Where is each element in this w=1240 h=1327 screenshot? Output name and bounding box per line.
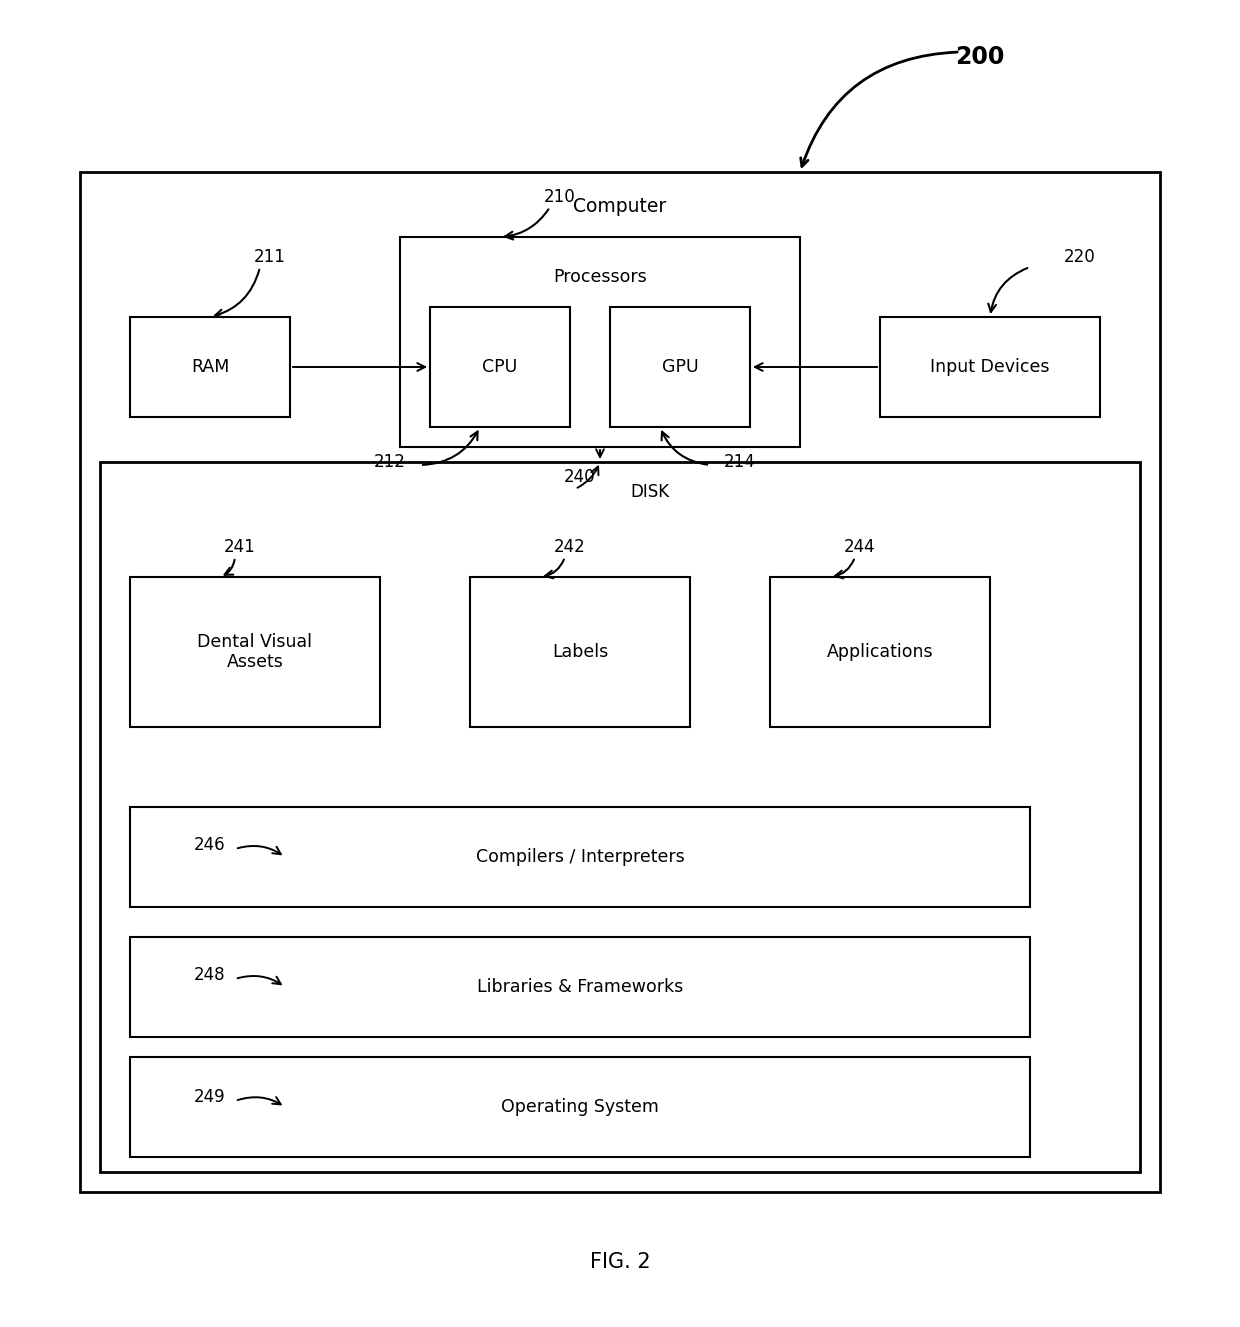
Text: Processors: Processors bbox=[553, 268, 647, 287]
Text: GPU: GPU bbox=[662, 358, 698, 376]
Text: 244: 244 bbox=[844, 537, 875, 556]
Bar bbox=[430, 307, 570, 427]
Bar bbox=[130, 317, 290, 417]
Text: 241: 241 bbox=[224, 537, 255, 556]
Bar bbox=[130, 577, 379, 727]
Text: Libraries & Frameworks: Libraries & Frameworks bbox=[477, 978, 683, 997]
Bar bbox=[880, 317, 1100, 417]
Bar bbox=[401, 238, 800, 447]
Text: Labels: Labels bbox=[552, 644, 608, 661]
Text: 214: 214 bbox=[724, 453, 756, 471]
Bar bbox=[130, 807, 1030, 906]
Text: Compilers / Interpreters: Compilers / Interpreters bbox=[476, 848, 684, 867]
Text: FIG. 2: FIG. 2 bbox=[590, 1251, 650, 1273]
Bar bbox=[770, 577, 990, 727]
Bar bbox=[130, 937, 1030, 1036]
Text: 246: 246 bbox=[195, 836, 226, 855]
Bar bbox=[100, 462, 1140, 1172]
Text: 211: 211 bbox=[254, 248, 286, 265]
Text: 249: 249 bbox=[195, 1088, 226, 1105]
Text: 242: 242 bbox=[554, 537, 585, 556]
Text: 210: 210 bbox=[544, 188, 575, 206]
Bar bbox=[610, 307, 750, 427]
Bar bbox=[81, 173, 1159, 1192]
Text: RAM: RAM bbox=[191, 358, 229, 376]
Text: 212: 212 bbox=[374, 453, 405, 471]
Text: Dental Visual
Assets: Dental Visual Assets bbox=[197, 633, 312, 671]
Text: Applications: Applications bbox=[827, 644, 934, 661]
Text: 220: 220 bbox=[1064, 248, 1096, 265]
Text: 200: 200 bbox=[955, 45, 1004, 69]
Text: 240: 240 bbox=[564, 468, 595, 486]
Text: DISK: DISK bbox=[630, 483, 670, 502]
Text: CPU: CPU bbox=[482, 358, 517, 376]
Text: Input Devices: Input Devices bbox=[930, 358, 1050, 376]
Bar bbox=[470, 577, 689, 727]
Bar bbox=[130, 1058, 1030, 1157]
Text: Computer: Computer bbox=[573, 198, 667, 216]
Text: 248: 248 bbox=[195, 966, 226, 985]
Text: Operating System: Operating System bbox=[501, 1097, 658, 1116]
